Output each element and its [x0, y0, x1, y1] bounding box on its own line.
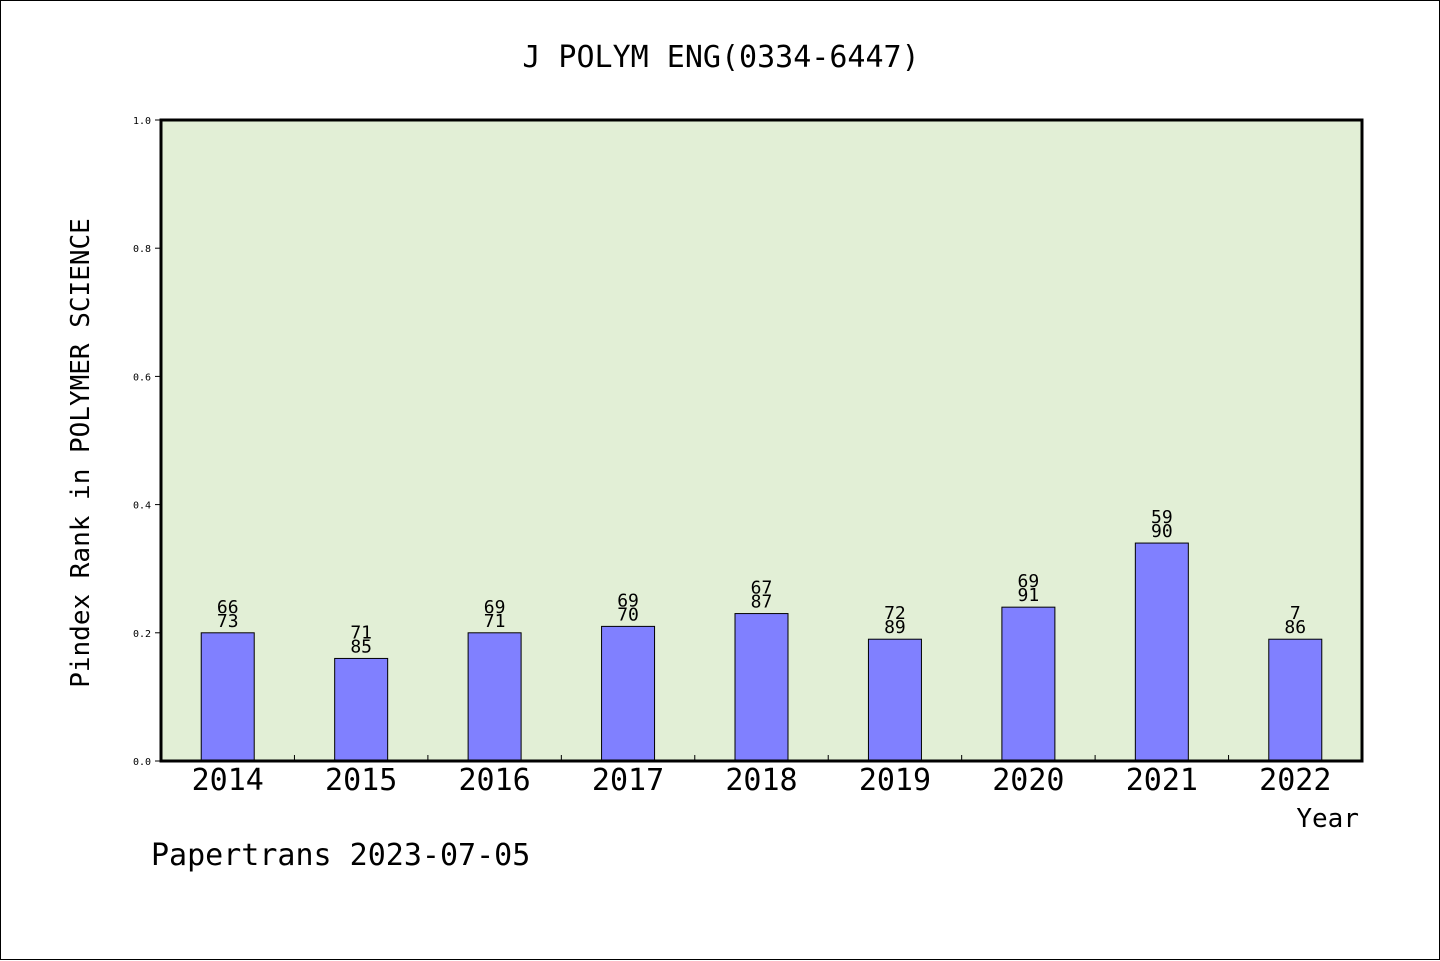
bar-label-bottom-2018: 87	[751, 592, 773, 613]
x-tick-label-2019: 2019	[859, 763, 931, 798]
y-tick-label: 0.2	[133, 629, 151, 640]
bar-label-bottom-2021: 90	[1151, 521, 1173, 542]
y-tick-label: 0.0	[133, 757, 151, 768]
bars-group	[200, 542, 1323, 762]
bar-2022	[1268, 638, 1323, 762]
bar-label-top-2014: 66	[217, 597, 239, 618]
bar-label-bottom-2020: 91	[1018, 585, 1040, 606]
bar-label-bottom-2019: 89	[884, 617, 906, 638]
x-tick-label-2022: 2022	[1259, 763, 1331, 798]
y-tick-label: 0.4	[133, 501, 151, 512]
bar-label-top-2021: 59	[1151, 507, 1173, 528]
bar-2016	[467, 632, 522, 762]
bar-2014	[200, 632, 255, 762]
x-tick-label-2018: 2018	[725, 763, 797, 798]
bar-2018	[734, 613, 789, 762]
bar-2017	[601, 625, 656, 762]
bar-label-top-2017: 69	[617, 590, 639, 611]
bar-label-top-2019: 72	[884, 603, 906, 624]
bar-label-bottom-2022: 86	[1284, 617, 1306, 638]
x-tick-label-2015: 2015	[325, 763, 397, 798]
x-tick-label-2017: 2017	[592, 763, 664, 798]
y-tick-label: 0.6	[133, 372, 151, 383]
chart-title: J POLYM ENG(0334-6447)	[522, 40, 919, 75]
footer-credit: Papertrans 2023-07-05	[151, 838, 530, 873]
bar-label-top-2018: 67	[751, 578, 773, 599]
bar-label-top-2015: 71	[350, 622, 372, 643]
x-tick-label-2020: 2020	[992, 763, 1064, 798]
y-tick-label: 1.0	[133, 116, 151, 127]
bar-2020	[1001, 606, 1056, 762]
y-axis: 0.0 0.2 0.4 0.6 0.8 1.0	[133, 116, 161, 768]
x-axis-label: Year	[1296, 804, 1359, 834]
bar-label-bottom-2017: 70	[617, 604, 639, 625]
x-tick-label-2021: 2021	[1126, 763, 1198, 798]
bar-2015	[334, 657, 389, 762]
bar-2021	[1134, 542, 1189, 762]
bar-label-bottom-2016: 71	[484, 611, 506, 632]
bar-label-bottom-2015: 85	[350, 636, 372, 657]
bar-2019	[867, 638, 922, 762]
x-tick-label-2016: 2016	[458, 763, 530, 798]
x-axis: 2014 2015 2016 2017 2018 2019 2020 2021 2022	[192, 755, 1331, 798]
bar-label-bottom-2014: 73	[217, 611, 239, 632]
bar-label-top-2020: 69	[1018, 571, 1040, 592]
y-axis-label: Pindex Rank in POLYMER SCIENCE	[66, 218, 96, 688]
bar-label-top-2016: 69	[484, 597, 506, 618]
x-tick-label-2014: 2014	[192, 763, 264, 798]
plot-border	[159, 118, 1364, 763]
bar-label-top-2022: 7	[1290, 603, 1301, 624]
y-tick-label: 0.8	[133, 244, 151, 255]
